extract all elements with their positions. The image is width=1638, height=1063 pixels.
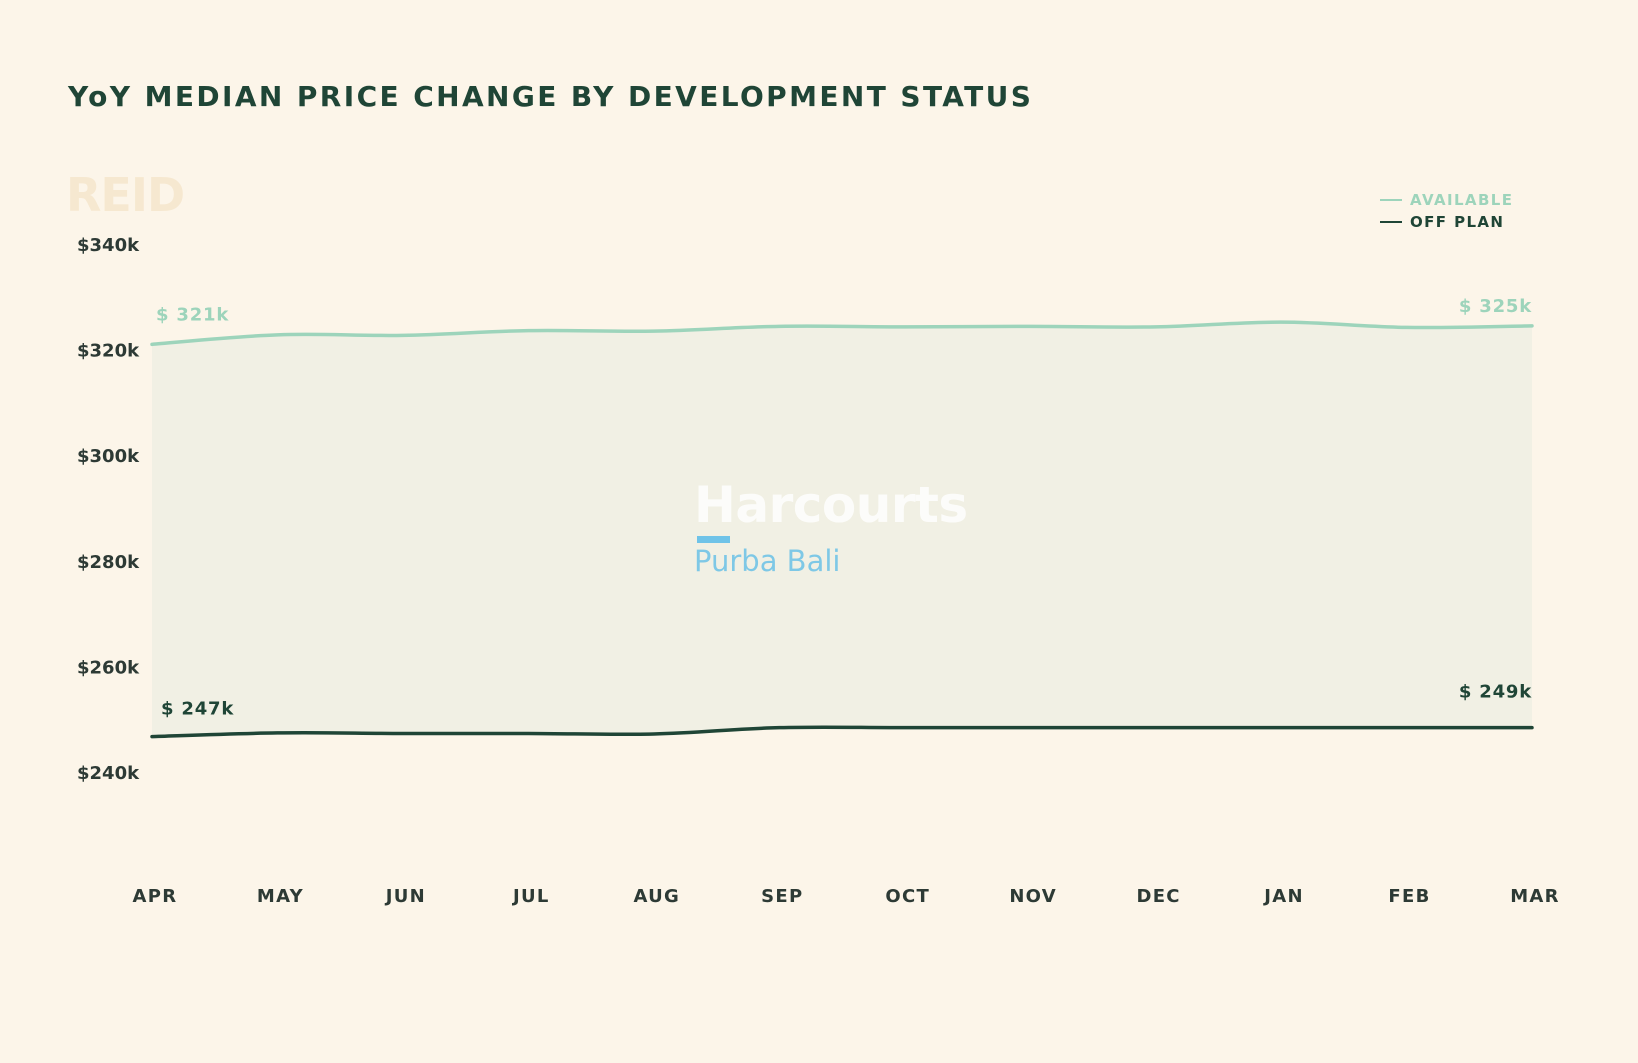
y-tick-label-1: $320k	[77, 341, 140, 362]
harcourts-logo-bar	[697, 536, 730, 543]
legend-item-available: AVAILABLE	[1380, 189, 1513, 211]
data-label-available-end: $ 325k	[1459, 296, 1532, 317]
chart-legend: AVAILABLE OFF PLAN	[1380, 189, 1513, 233]
legend-label-off-plan: OFF PLAN	[1410, 213, 1505, 231]
x-tick-label-nov: NOV	[1009, 886, 1057, 907]
x-tick-label-oct: OCT	[885, 886, 930, 907]
x-tick-label-aug: AUG	[633, 886, 680, 907]
harcourts-watermark-subtitle: Purba Bali	[694, 544, 841, 578]
x-tick-label-may: MAY	[257, 886, 304, 907]
harcourts-watermark-logo: Harcourts	[694, 476, 968, 534]
x-tick-label-mar: MAR	[1510, 886, 1560, 907]
x-tick-label-feb: FEB	[1388, 886, 1430, 907]
x-tick-label-dec: DEC	[1136, 886, 1180, 907]
x-tick-label-jun: JUN	[384, 886, 426, 907]
data-label-available-start: $ 321k	[156, 304, 229, 325]
data-label-off-plan-end: $ 249k	[1459, 682, 1532, 703]
fill-between-area	[152, 322, 1532, 737]
series-line-available	[150, 320, 1534, 347]
chart-title: YoY MEDIAN PRICE CHANGE BY DEVELOPMENT S…	[68, 80, 1034, 113]
x-tick-label-jul: JUL	[511, 886, 550, 907]
y-tick-label-4: $260k	[77, 657, 140, 678]
y-tick-label-0: $340k	[77, 235, 140, 256]
x-tick-label-jan: JAN	[1262, 886, 1304, 907]
x-tick-label-sep: SEP	[761, 886, 803, 907]
legend-swatch-available	[1380, 199, 1402, 201]
y-tick-label-5: $240k	[77, 763, 140, 784]
y-tick-label-2: $300k	[77, 446, 140, 467]
y-tick-label-3: $280k	[77, 552, 140, 573]
x-tick-label-apr: APR	[133, 886, 178, 907]
legend-label-available: AVAILABLE	[1410, 191, 1514, 209]
legend-swatch-off-plan	[1380, 221, 1402, 223]
data-label-off-plan-start: $ 247k	[161, 699, 234, 720]
reid-watermark-logo: REID	[66, 168, 185, 222]
legend-item-off-plan: OFF PLAN	[1380, 211, 1513, 233]
series-line-off-plan	[150, 725, 1534, 739]
